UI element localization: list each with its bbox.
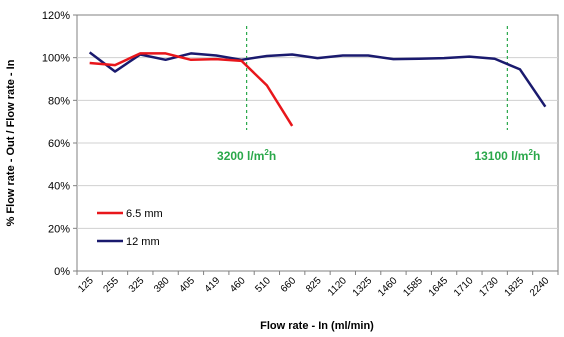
y-tick-label: 20% — [48, 223, 70, 235]
x-tick-label: 510 — [253, 275, 273, 295]
y-tick-label: 0% — [54, 266, 70, 278]
y-tick-label: 60% — [48, 138, 70, 150]
x-axis-title: Flow rate - In (ml/min) — [260, 320, 374, 332]
series-line — [89, 52, 294, 127]
x-tick-label: 1825 — [503, 275, 527, 299]
x-tick-label: 255 — [102, 275, 122, 295]
x-tick-label: 1710 — [452, 275, 476, 299]
y-tick-label: 80% — [48, 95, 70, 107]
series-line — [88, 51, 547, 108]
x-tick-label: 1460 — [376, 275, 400, 299]
legend: 6.5 mm 12 mm — [97, 208, 163, 248]
x-axis-ticks: 125 255 325 380 405 419 460 510 660 825 1120 1325 14… — [76, 271, 559, 299]
series-lines — [88, 51, 547, 127]
x-tick-label: 325 — [127, 275, 147, 295]
threshold-label: 13100 l/m2h — [474, 148, 540, 163]
x-tick-label: 125 — [76, 275, 96, 295]
y-tick-label: 100% — [42, 53, 70, 65]
threshold-markers: 3200 l/m2h 13100 l/m2h — [217, 26, 540, 163]
x-tick-label: 380 — [152, 275, 172, 295]
x-tick-label: 825 — [304, 275, 324, 295]
x-tick-label: 660 — [279, 275, 299, 295]
x-tick-label: 2240 — [528, 275, 552, 299]
y-axis-ticks: 0% 20% 40% 60% 80% 100% 120% — [42, 10, 77, 278]
x-tick-label: 1645 — [427, 275, 451, 299]
x-tick-label: 1585 — [401, 275, 425, 299]
x-tick-label: 1730 — [477, 275, 501, 299]
legend-label: 6.5 mm — [126, 208, 163, 220]
x-tick-label: 1325 — [351, 275, 375, 299]
y-tick-label: 120% — [42, 10, 70, 22]
y-axis-title: % Flow rate - Out / Flow rate - In — [5, 59, 17, 226]
x-tick-label: 1120 — [326, 275, 349, 298]
y-tick-label: 40% — [48, 181, 70, 193]
x-tick-label: 405 — [177, 275, 197, 295]
legend-label: 12 mm — [126, 236, 160, 248]
threshold-label: 3200 l/m2h — [217, 148, 276, 163]
x-tick-label: 460 — [228, 275, 248, 295]
x-tick-label: 419 — [203, 275, 223, 295]
